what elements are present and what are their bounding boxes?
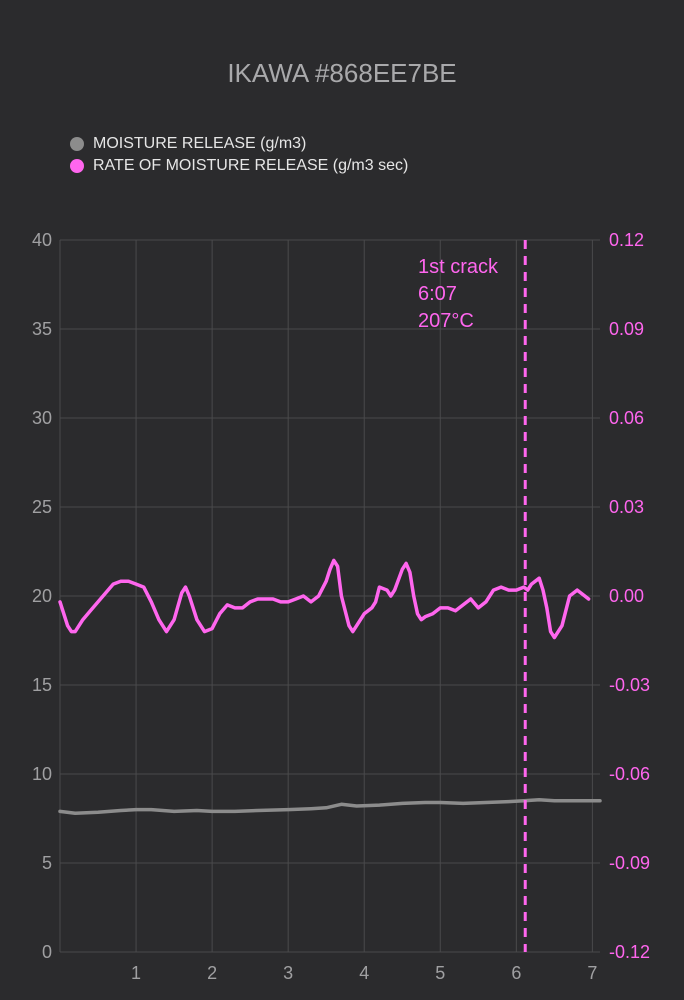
y-tick-label-right: -0.06 [609, 764, 650, 784]
legend-label-moisture: MOISTURE RELEASE (g/m3) [93, 135, 307, 152]
y-tick-label-left: 30 [32, 408, 52, 428]
x-tick-label: 3 [283, 963, 293, 983]
x-tick-label: 5 [435, 963, 445, 983]
y-tick-label-left: 0 [42, 942, 52, 962]
y-tick-label-right: 0.03 [609, 497, 644, 517]
legend-label-rate: RATE OF MOISTURE RELEASE (g/m3 sec) [93, 157, 409, 174]
x-tick-label: 7 [587, 963, 597, 983]
y-tick-label-right: 0.09 [609, 319, 644, 339]
legend-dot-moisture [70, 137, 84, 151]
x-tick-label: 4 [359, 963, 369, 983]
y-tick-label-right: -0.09 [609, 853, 650, 873]
y-tick-label-left: 10 [32, 764, 52, 784]
x-tick-label: 1 [131, 963, 141, 983]
y-tick-label-left: 40 [32, 230, 52, 250]
y-tick-label-left: 35 [32, 319, 52, 339]
y-tick-label-right: 0.12 [609, 230, 644, 250]
x-tick-label: 6 [511, 963, 521, 983]
y-tick-label-left: 25 [32, 497, 52, 517]
y-tick-label-right: -0.03 [609, 675, 650, 695]
chart-title: IKAWA #868EE7BE [227, 58, 457, 88]
legend-dot-rate [70, 159, 84, 173]
first-crack-annotation-text: 207°C [418, 310, 474, 332]
y-tick-label-left: 15 [32, 675, 52, 695]
legend-item-moisture[interactable]: MOISTURE RELEASE (g/m3) [70, 133, 408, 155]
y-tick-label-left: 20 [32, 586, 52, 606]
x-tick-label: 2 [207, 963, 217, 983]
y-tick-label-left: 5 [42, 853, 52, 873]
y-tick-label-right: 0.00 [609, 586, 644, 606]
legend-item-rate[interactable]: RATE OF MOISTURE RELEASE (g/m3 sec) [70, 155, 408, 177]
first-crack-annotation-text: 6:07 [418, 283, 457, 305]
series-line-rate-of-moisture-release [58, 558, 591, 640]
chart-legend: MOISTURE RELEASE (g/m3) RATE OF MOISTURE… [70, 133, 408, 177]
y-tick-label-right: 0.06 [609, 408, 644, 428]
series-line-moisture-release [58, 798, 602, 815]
y-tick-label-right: -0.12 [609, 942, 650, 962]
first-crack-annotation-text: 1st crack [418, 256, 499, 278]
